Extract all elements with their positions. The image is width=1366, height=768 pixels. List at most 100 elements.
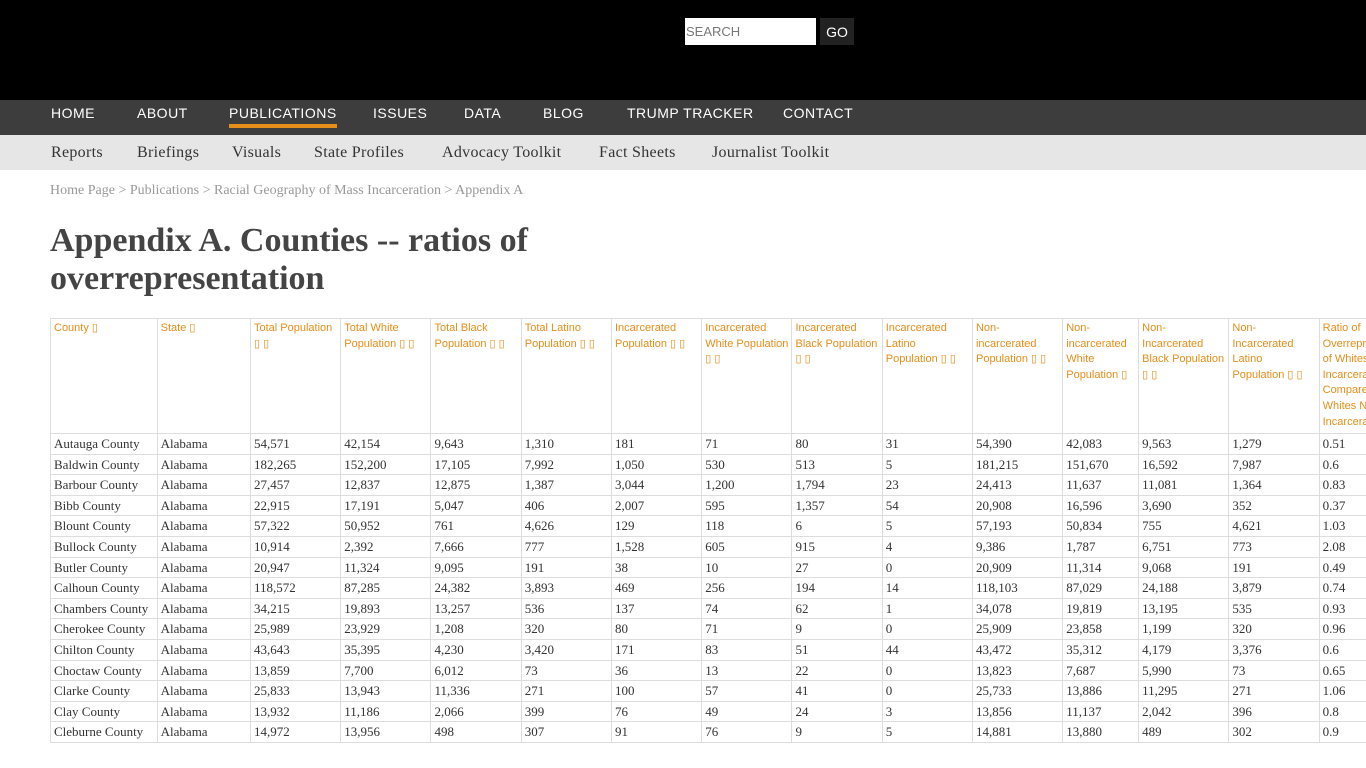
table-cell: 38 bbox=[610, 556, 703, 579]
table-cell: 24,188 bbox=[1138, 577, 1230, 599]
table-cell: 1.06 bbox=[1318, 680, 1366, 702]
table-cell: 118 bbox=[701, 515, 793, 537]
column-header[interactable]: Total White Population ▯ ▯ bbox=[340, 318, 432, 434]
table-cell: 2,007 bbox=[610, 494, 703, 517]
subnav-fact-sheets[interactable]: Fact Sheets bbox=[599, 144, 676, 161]
column-header[interactable]: County ▯ bbox=[50, 318, 158, 434]
table-cell: 35,312 bbox=[1062, 638, 1140, 661]
subnav-visuals[interactable]: Visuals bbox=[232, 144, 282, 161]
column-header[interactable]: Non-Incarcerated Latino Population ▯ ▯ bbox=[1228, 318, 1320, 434]
table-row: Choctaw County Alabama 13,859 7,700 6,012 73 3… bbox=[50, 659, 1366, 682]
nav-issues[interactable]: ISSUES bbox=[373, 105, 428, 121]
search-go-button[interactable]: GO bbox=[820, 18, 854, 45]
table-cell: 13,932 bbox=[249, 700, 342, 723]
search-input[interactable] bbox=[685, 18, 816, 45]
table-cell: 118,572 bbox=[249, 577, 342, 599]
nav-about[interactable]: ABOUT bbox=[137, 105, 188, 121]
column-header[interactable]: Non-incarcerated Population ▯ ▯ bbox=[971, 318, 1064, 434]
table-cell: 915 bbox=[791, 535, 883, 558]
breadcrumb-report[interactable]: Racial Geography of Mass Incarceration bbox=[213, 183, 441, 198]
table-cell: 0.37 bbox=[1318, 494, 1366, 517]
page-title: Appendix A. Counties -- ratios of overre… bbox=[50, 222, 528, 297]
subnav-advocacy-toolkit[interactable]: Advocacy Toolkit bbox=[442, 144, 562, 161]
subnav-state-profiles[interactable]: State Profiles bbox=[314, 144, 404, 161]
table-cell: 23,858 bbox=[1062, 618, 1140, 640]
table-cell: 42,154 bbox=[340, 433, 432, 455]
table-cell: Cherokee County bbox=[50, 618, 158, 640]
table-cell: 71 bbox=[701, 433, 793, 455]
column-header[interactable]: Total Population ▯ ▯ bbox=[249, 318, 342, 434]
table-cell: Choctaw County bbox=[50, 659, 158, 682]
column-header[interactable]: Ratio of Overrepresentation of Whites In… bbox=[1318, 318, 1366, 434]
column-header[interactable]: Incarcerated Latino Population ▯ ▯ bbox=[881, 318, 973, 434]
table-cell: 9,563 bbox=[1138, 433, 1230, 455]
nav-publications[interactable]: PUBLICATIONS bbox=[229, 105, 337, 128]
table-cell: 14 bbox=[881, 577, 973, 599]
table-cell: 151,670 bbox=[1062, 453, 1140, 476]
column-header[interactable]: Total Latino Population ▯ ▯ bbox=[520, 318, 612, 434]
table-header-row: County ▯ State ▯ Total Population ▯ ▯ Total… bbox=[50, 318, 1366, 434]
breadcrumb-publications[interactable]: Publications bbox=[129, 183, 200, 198]
table-cell: Clay County bbox=[50, 700, 158, 723]
table-cell: Alabama bbox=[156, 638, 251, 661]
table-cell: 530 bbox=[701, 453, 793, 476]
table-cell: 1,357 bbox=[791, 494, 883, 517]
table-cell: 1,200 bbox=[701, 474, 793, 496]
table-cell: 76 bbox=[701, 721, 793, 743]
table-cell: 11,295 bbox=[1138, 680, 1230, 702]
table-cell: 0.9 bbox=[1318, 721, 1366, 743]
table-cell: 13,956 bbox=[340, 721, 432, 743]
table-cell: 3,044 bbox=[610, 474, 703, 496]
table-row: Bullock County Alabama 10,914 2,392 7,666 777… bbox=[50, 535, 1366, 558]
table-cell: Alabama bbox=[156, 535, 251, 558]
table-cell: 12,837 bbox=[340, 474, 432, 496]
column-header[interactable]: State ▯ bbox=[156, 318, 251, 434]
table-cell: 57 bbox=[701, 680, 793, 702]
table-cell: 54 bbox=[881, 494, 973, 517]
nav-home[interactable]: HOME bbox=[51, 105, 95, 121]
column-header[interactable]: Incarcerated Black Population ▯ ▯ bbox=[791, 318, 883, 434]
nav-trump-tracker[interactable]: TRUMP TRACKER bbox=[627, 105, 754, 121]
table-cell: 13,886 bbox=[1062, 680, 1140, 702]
table-cell: Baldwin County bbox=[50, 453, 158, 476]
subnav-briefings[interactable]: Briefings bbox=[137, 144, 200, 161]
column-header[interactable]: Incarcerated Population ▯ ▯ bbox=[610, 318, 703, 434]
subnav-reports[interactable]: Reports bbox=[51, 144, 103, 161]
table-row: Clay County Alabama 13,932 11,186 2,066 399 76… bbox=[50, 700, 1366, 723]
nav-contact[interactable]: CONTACT bbox=[783, 105, 854, 121]
table-cell: 152,200 bbox=[340, 453, 432, 476]
column-header[interactable]: Non-Incarcerated Black Population ▯ ▯ bbox=[1138, 318, 1230, 434]
table-cell: 13,257 bbox=[430, 597, 522, 620]
column-header[interactable]: Incarcerated White Population ▯ ▯ bbox=[701, 318, 793, 434]
table-cell: 2,042 bbox=[1138, 700, 1230, 723]
table-cell: 11,186 bbox=[340, 700, 432, 723]
table-cell: 191 bbox=[520, 556, 612, 579]
table-cell: 0.74 bbox=[1318, 577, 1366, 599]
table-cell: Chilton County bbox=[50, 638, 158, 661]
table-cell: 36 bbox=[610, 659, 703, 682]
breadcrumb-home[interactable]: Home Page bbox=[50, 183, 115, 198]
table-cell: 20,947 bbox=[249, 556, 342, 579]
table-cell: Alabama bbox=[156, 659, 251, 682]
table-cell: 307 bbox=[520, 721, 612, 743]
table-cell: Alabama bbox=[156, 680, 251, 702]
table-cell: 14,972 bbox=[249, 721, 342, 743]
table-cell: 11,081 bbox=[1138, 474, 1230, 496]
column-header[interactable]: Non-incarcerated White Population ▯ bbox=[1062, 318, 1140, 434]
table-cell: 7,700 bbox=[340, 659, 432, 682]
table-cell: 4,621 bbox=[1228, 515, 1320, 537]
table-row: Autauga County Alabama 54,571 42,154 9,643 1,… bbox=[50, 433, 1366, 455]
table-cell: 13,880 bbox=[1062, 721, 1140, 743]
table-cell: 271 bbox=[520, 680, 612, 702]
nav-data[interactable]: DATA bbox=[464, 105, 502, 121]
subnav-journalist-toolkit[interactable]: Journalist Toolkit bbox=[712, 144, 830, 161]
table-cell: 35,395 bbox=[340, 638, 432, 661]
table-cell: 23 bbox=[881, 474, 973, 496]
table-cell: 182,265 bbox=[249, 453, 342, 476]
nav-blog[interactable]: BLOG bbox=[543, 105, 584, 121]
column-header[interactable]: Total Black Population ▯ ▯ bbox=[430, 318, 522, 434]
table-cell: 5,047 bbox=[430, 494, 522, 517]
table-cell: Autauga County bbox=[50, 433, 158, 455]
table-cell: Blount County bbox=[50, 515, 158, 537]
table-cell: 194 bbox=[791, 577, 883, 599]
